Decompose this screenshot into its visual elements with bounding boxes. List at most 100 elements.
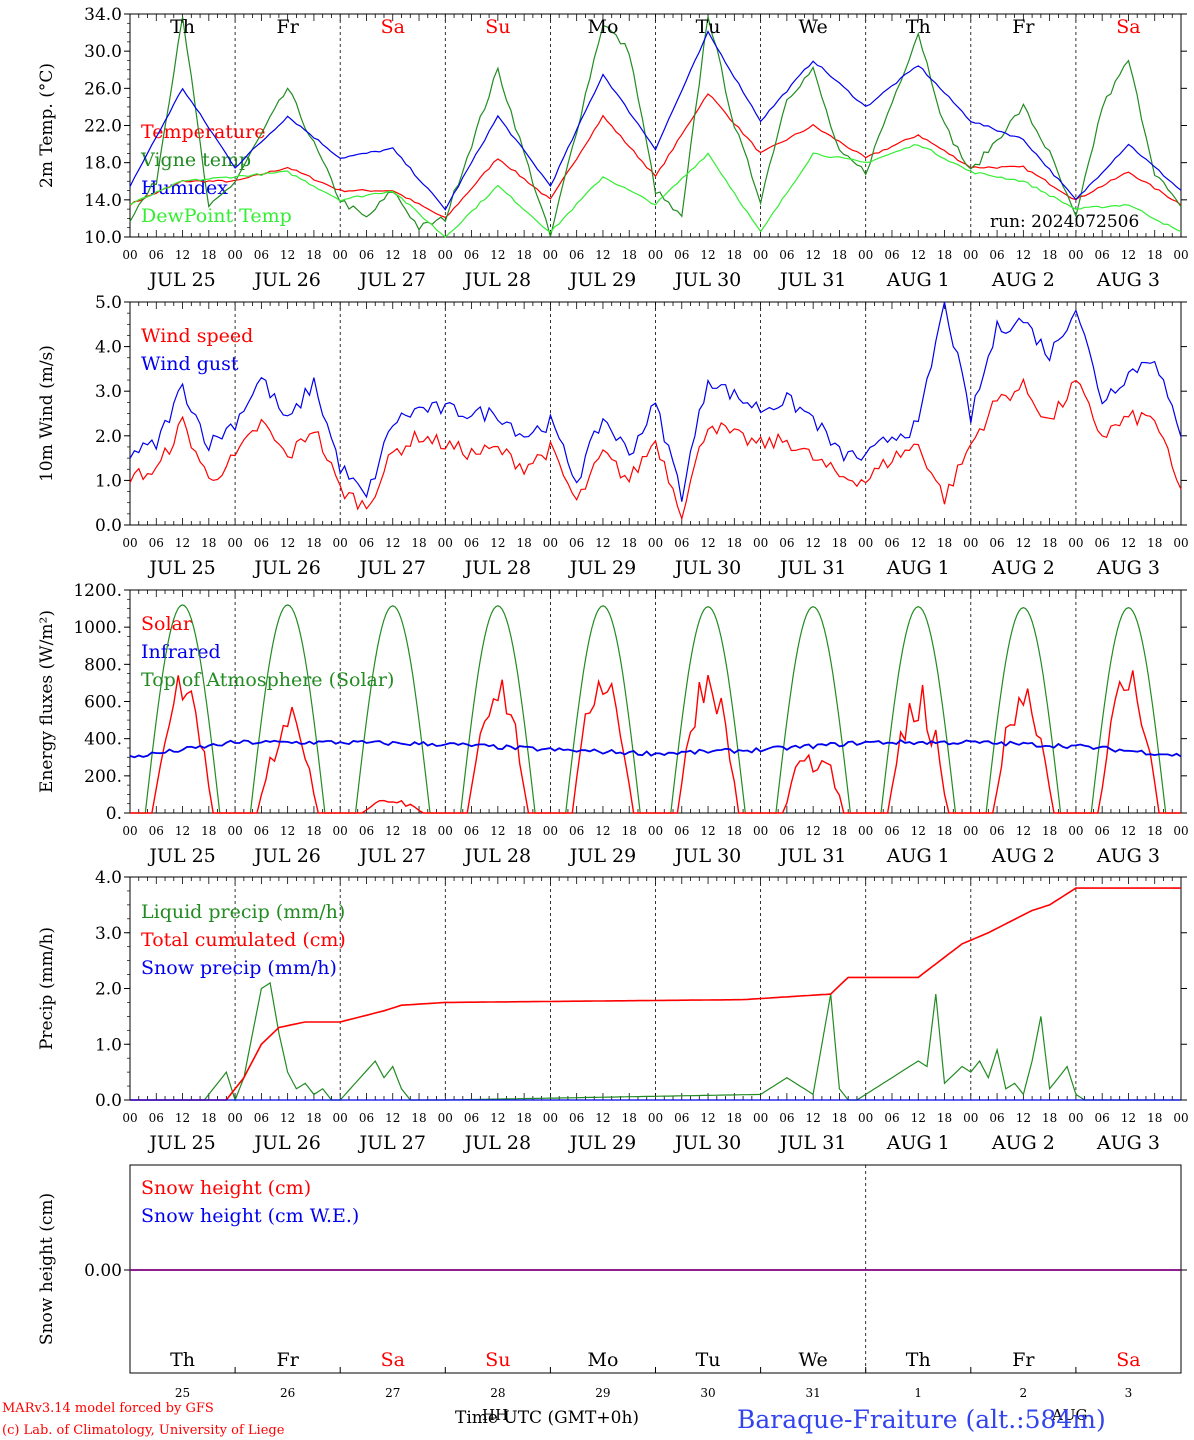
hour-tick-label: 12 <box>1121 248 1136 262</box>
legend-entry: Wind gust <box>141 353 239 375</box>
weekday-label: Th <box>906 16 931 38</box>
day-label: JUL 27 <box>358 269 426 291</box>
hour-tick-label: 06 <box>1095 536 1110 550</box>
snow-panel: 0.00 Snow height (cm) Snow height (cm) Snow… <box>37 1164 1187 1400</box>
month-label-overlap: AUG <box>1051 1406 1087 1424</box>
day-label: JUL 30 <box>673 557 741 579</box>
day-label: AUG 3 <box>1096 845 1160 867</box>
hour-tick-label: 00 <box>227 1111 242 1125</box>
hour-tick-label: 18 <box>411 248 426 262</box>
hour-tick-label: 00 <box>1173 536 1188 550</box>
hour-tick-label: 18 <box>1147 824 1162 838</box>
day-label: JUL 25 <box>147 845 215 867</box>
hour-tick-label: 12 <box>385 1111 400 1125</box>
hour-tick-label: 06 <box>779 824 794 838</box>
y-tick-label: 26.0 <box>84 79 122 99</box>
hour-tick-label: 06 <box>674 1111 689 1125</box>
hour-tick-label: 00 <box>963 1111 978 1125</box>
hour-tick-label: 18 <box>201 1111 216 1125</box>
hour-tick-label: 06 <box>569 824 584 838</box>
station-label: Baraque-Fraiture (alt.:584m) <box>737 1405 1106 1434</box>
hour-tick-label: 00 <box>1173 824 1188 838</box>
hour-tick-label: 18 <box>832 1111 847 1125</box>
hour-tick-label: 06 <box>884 824 899 838</box>
hour-tick-label: 12 <box>806 248 821 262</box>
hour-tick-label: 00 <box>333 248 348 262</box>
hour-tick-label: 12 <box>1121 824 1136 838</box>
hour-tick-label: 18 <box>622 248 637 262</box>
energy-panel: 00 06 12 18 00 06 12 18 00 06 12 18 00 06 12 18 00 06 12 18… <box>37 581 1189 867</box>
weekday-label: Su <box>485 1349 510 1371</box>
legend-entry: Snow precip (mm/h) <box>141 957 337 979</box>
hour-tick-label: 06 <box>884 1111 899 1125</box>
x-axis-label: Time UTC (GMT+0h) <box>455 1408 639 1428</box>
series-line <box>130 604 1181 814</box>
hour-tick-label: 18 <box>622 824 637 838</box>
hour-tick-label: 12 <box>175 536 190 550</box>
hour-tick-label: 12 <box>700 536 715 550</box>
day-label: JUL 27 <box>358 845 426 867</box>
hour-tick-label: 18 <box>201 824 216 838</box>
day-label: JUL 30 <box>673 1132 741 1154</box>
hour-tick-label: 12 <box>175 248 190 262</box>
hour-tick-label: 12 <box>1016 536 1031 550</box>
lab-credit: (c) Lab. of Climatology, University of L… <box>2 1423 285 1438</box>
series-line <box>129 16 1182 237</box>
hour-tick-label: 18 <box>411 1111 426 1125</box>
day-label: AUG 3 <box>1096 269 1160 291</box>
hour-tick-label: 18 <box>937 248 952 262</box>
hour-tick-label: 12 <box>700 824 715 838</box>
hour-tick-label: 00 <box>227 248 242 262</box>
hour-tick-label: 06 <box>464 1111 479 1125</box>
hour-tick-label: 18 <box>411 824 426 838</box>
hour-tick-label: 18 <box>1042 824 1057 838</box>
hour-tick-label: 12 <box>1121 536 1136 550</box>
legend-entry: Infrared <box>141 641 221 663</box>
hour-tick-label: 06 <box>989 1111 1004 1125</box>
hour-tick-label: 12 <box>490 248 505 262</box>
hour-tick-label: 18 <box>937 824 952 838</box>
y-tick-label: 4.0 <box>95 338 122 358</box>
hour-tick-label: 12 <box>806 1111 821 1125</box>
hour-tick-label: 06 <box>254 1111 269 1125</box>
hour-tick-label: 18 <box>516 824 531 838</box>
hour-tick-label: 06 <box>254 248 269 262</box>
hour-tick-label: 00 <box>858 536 873 550</box>
hour-tick-label: 12 <box>595 536 610 550</box>
hour-tick-label: 18 <box>516 1111 531 1125</box>
y-tick-label: 10.0 <box>84 228 122 248</box>
day-label: AUG 2 <box>991 845 1055 867</box>
hour-tick-label: 18 <box>832 248 847 262</box>
day-number-label: 3 <box>1125 1386 1133 1400</box>
hour-tick-label: 18 <box>306 536 321 550</box>
hour-tick-label: 18 <box>622 1111 637 1125</box>
day-number-label: 2 <box>1020 1386 1028 1400</box>
hour-tick-label: 12 <box>280 536 295 550</box>
weekday-label: Th <box>906 1349 931 1371</box>
day-number-label: 27 <box>385 1386 400 1400</box>
hour-tick-label: 18 <box>727 248 742 262</box>
hour-tick-label: 18 <box>937 1111 952 1125</box>
hour-tick-label: 00 <box>333 824 348 838</box>
day-label: JUL 29 <box>568 1132 636 1154</box>
hour-tick-label: 00 <box>858 824 873 838</box>
day-label: JUL 25 <box>147 557 215 579</box>
series-line <box>129 739 1182 759</box>
hour-tick-label: 00 <box>122 536 137 550</box>
day-number-label: 30 <box>700 1386 715 1400</box>
hour-tick-label: 18 <box>832 824 847 838</box>
hour-tick-label: 06 <box>674 824 689 838</box>
hour-tick-label: 18 <box>727 824 742 838</box>
y-tick-label: 1.0 <box>95 1035 122 1055</box>
hour-tick-label: 00 <box>333 1111 348 1125</box>
day-label: AUG 3 <box>1096 1132 1160 1154</box>
hour-tick-label: 06 <box>674 248 689 262</box>
day-label: JUL 25 <box>147 1132 215 1154</box>
weekday-label: We <box>799 1349 828 1371</box>
day-label: JUL 26 <box>252 557 320 579</box>
day-label: AUG 1 <box>886 557 950 579</box>
hour-tick-label: 06 <box>989 824 1004 838</box>
hour-tick-label: 06 <box>254 824 269 838</box>
hour-tick-label: 18 <box>1042 1111 1057 1125</box>
